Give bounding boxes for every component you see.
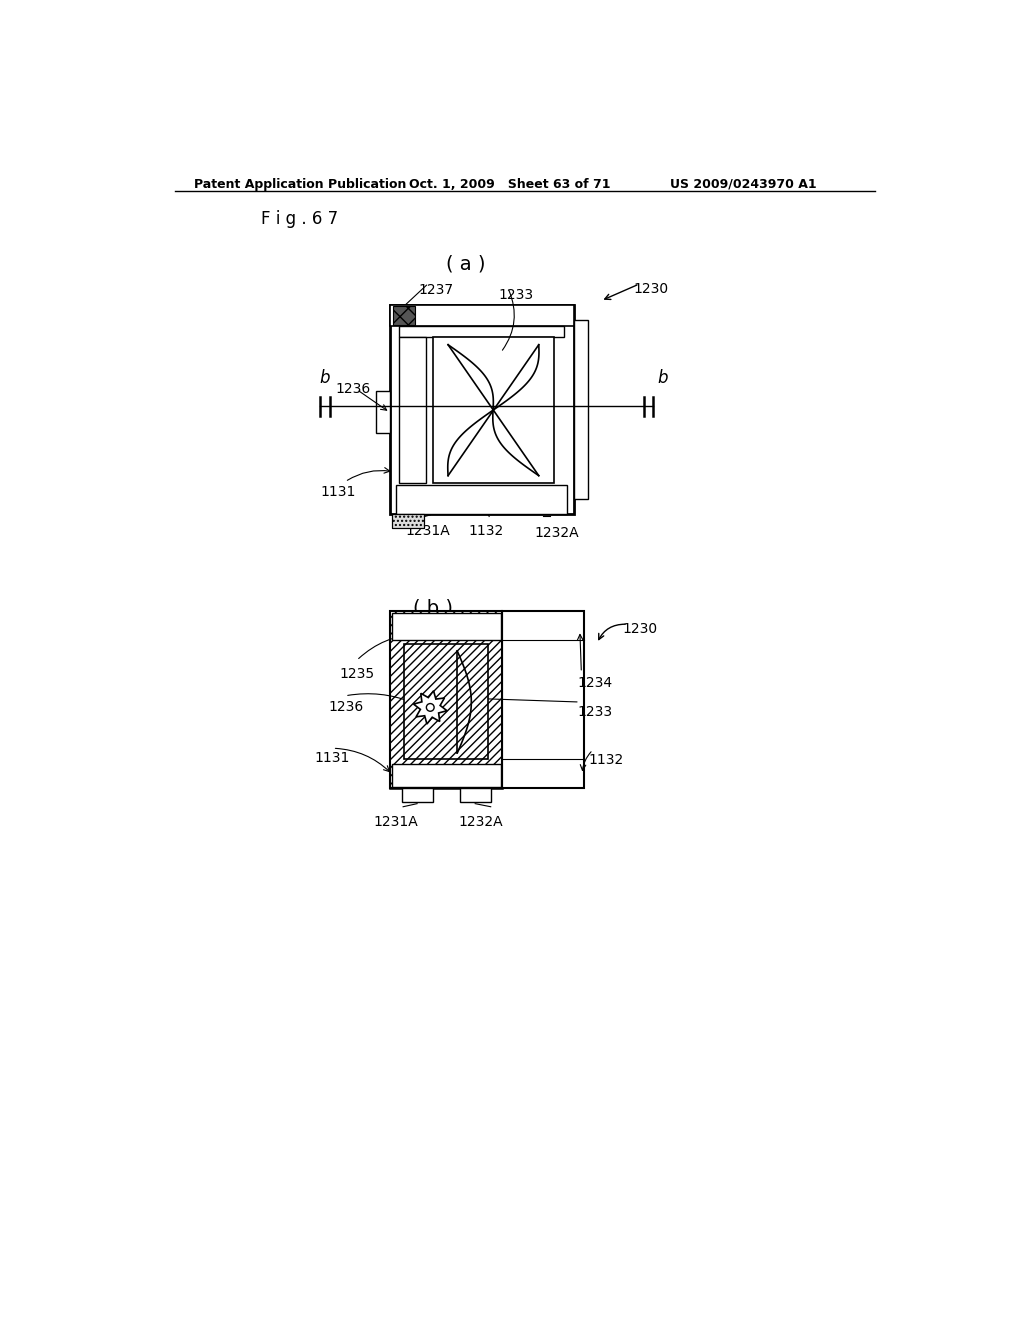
Circle shape	[426, 704, 434, 711]
Text: b: b	[319, 370, 330, 387]
Text: 1236: 1236	[328, 701, 364, 714]
Bar	[401, 788, 432, 803]
Text: 1233: 1233	[578, 705, 612, 719]
Bar	[391, 513, 424, 528]
Bar	[503, 611, 584, 788]
Text: 1235: 1235	[340, 667, 375, 681]
Text: 1132: 1132	[468, 524, 504, 539]
Text: 1230: 1230	[633, 281, 669, 296]
Bar	[573, 321, 588, 499]
Text: 1236: 1236	[336, 383, 371, 396]
Bar	[390, 305, 573, 326]
Text: b: b	[657, 370, 668, 387]
Bar	[403, 644, 488, 759]
Text: 1231A: 1231A	[406, 524, 451, 539]
Bar	[391, 612, 501, 640]
Bar	[399, 337, 426, 483]
Text: 1232A: 1232A	[535, 527, 580, 540]
Text: 1234: 1234	[578, 676, 612, 690]
Bar	[376, 391, 390, 433]
Text: 1230: 1230	[623, 622, 657, 636]
Bar	[390, 611, 503, 788]
Bar	[391, 513, 424, 528]
Text: 1237: 1237	[419, 284, 454, 297]
Bar	[432, 337, 554, 483]
Bar	[399, 326, 564, 337]
Text: 1231A: 1231A	[373, 816, 418, 829]
Bar	[396, 484, 567, 515]
Bar	[391, 763, 501, 787]
Bar	[393, 306, 415, 325]
Text: Oct. 1, 2009   Sheet 63 of 71: Oct. 1, 2009 Sheet 63 of 71	[410, 178, 611, 190]
Text: F i g . 6 7: F i g . 6 7	[261, 210, 338, 228]
Text: ( b ): ( b )	[414, 599, 454, 618]
Text: ( a ): ( a )	[445, 255, 485, 273]
Text: Patent Application Publication: Patent Application Publication	[194, 178, 407, 190]
Text: US 2009/0243970 A1: US 2009/0243970 A1	[671, 178, 817, 190]
Bar	[460, 788, 490, 803]
Text: 1131: 1131	[321, 484, 355, 499]
Text: 1132: 1132	[589, 752, 624, 767]
Text: 1233: 1233	[499, 288, 534, 302]
Text: 1232A: 1232A	[459, 816, 503, 829]
Text: 1131: 1131	[314, 751, 349, 766]
Bar	[390, 305, 573, 515]
Polygon shape	[414, 690, 446, 725]
Bar	[390, 611, 503, 788]
